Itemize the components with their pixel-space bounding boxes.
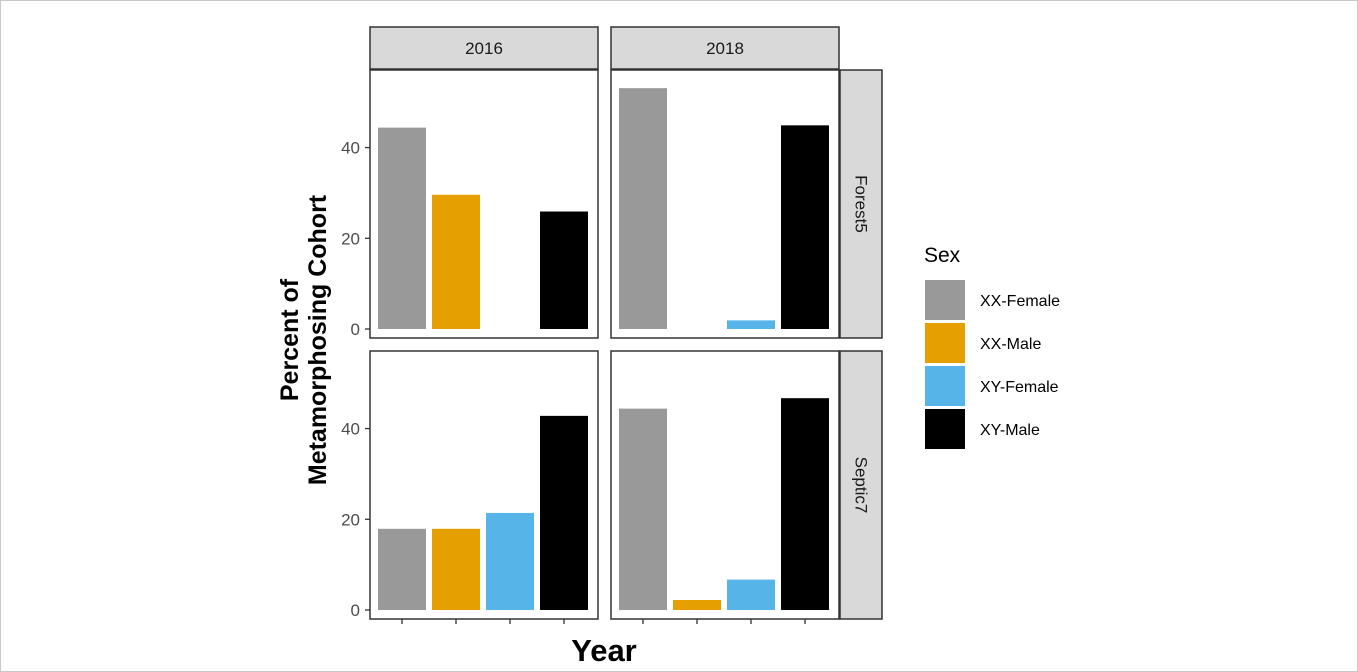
y-tick-label: 0 <box>351 601 360 620</box>
bar-XX-Female <box>619 408 667 610</box>
column-strip-label: 2016 <box>465 39 503 58</box>
column-strip-2016 <box>369 26 599 70</box>
y-tick-label: 20 <box>341 510 360 529</box>
legend-key-XY-Male <box>925 409 965 449</box>
legend-key-XX-Male <box>925 323 965 363</box>
bar-XX-Male <box>432 194 480 329</box>
y-tick-label: 40 <box>341 420 360 439</box>
bar-XY-Male <box>540 211 588 329</box>
panel-Forest5-2016 <box>369 69 599 339</box>
panel-Septic7-2018 <box>610 350 840 620</box>
row-strip-label: Forest5 <box>852 175 871 233</box>
row-strip-label: Septic7 <box>852 457 871 514</box>
bar-XY-Male <box>540 415 588 610</box>
panels-layer <box>369 69 840 620</box>
panel-border <box>610 69 840 339</box>
y-tick-label: 0 <box>351 320 360 339</box>
bar-XX-Male <box>432 528 480 610</box>
legend-key-XY-Female <box>925 366 965 406</box>
legend-title: Sex <box>924 244 961 267</box>
bar-XY-Female <box>486 512 534 610</box>
panel-border <box>610 350 840 620</box>
bar-XX-Female <box>619 88 667 330</box>
column-strip-label: 2018 <box>706 39 744 58</box>
y-axis-label-line-2: Metamorphosing Cohort <box>304 194 332 485</box>
bar-XX-Female <box>378 528 426 610</box>
legend: Sex XX-Female XX-Male XY-Female XY-Male <box>924 244 1060 449</box>
bar-XY-Female <box>727 320 775 329</box>
bar-XY-Male <box>781 125 829 329</box>
y-tick-label: 40 <box>341 139 360 158</box>
bar-XX-Male <box>673 600 721 610</box>
bar-XY-Female <box>727 579 775 610</box>
x-axis-label: Year <box>571 633 637 668</box>
axes-layer: 0 20 40 0 20 40 <box>341 139 806 624</box>
legend-label: XX-Male <box>980 336 1041 353</box>
legend-label: XX-Female <box>980 293 1060 310</box>
panel-Forest5-2018 <box>610 69 840 339</box>
legend-label: XY-Female <box>980 379 1059 396</box>
y-axis-label-line-1: Percent of <box>276 278 304 401</box>
legend-label: XY-Male <box>980 422 1040 439</box>
y-tick-label: 20 <box>341 229 360 248</box>
column-strip-2018 <box>610 26 840 70</box>
bar-XX-Female <box>378 127 426 329</box>
panel-border <box>369 69 599 339</box>
bar-XY-Male <box>781 398 829 610</box>
facet-strips: 2016 2018 Forest5 Septic7 <box>369 26 883 620</box>
panel-border <box>369 350 599 620</box>
row-strip-Forest5 <box>839 69 883 339</box>
row-strip-Septic7 <box>839 350 883 620</box>
legend-key-XX-Female <box>925 280 965 320</box>
panel-Septic7-2016 <box>369 350 599 620</box>
